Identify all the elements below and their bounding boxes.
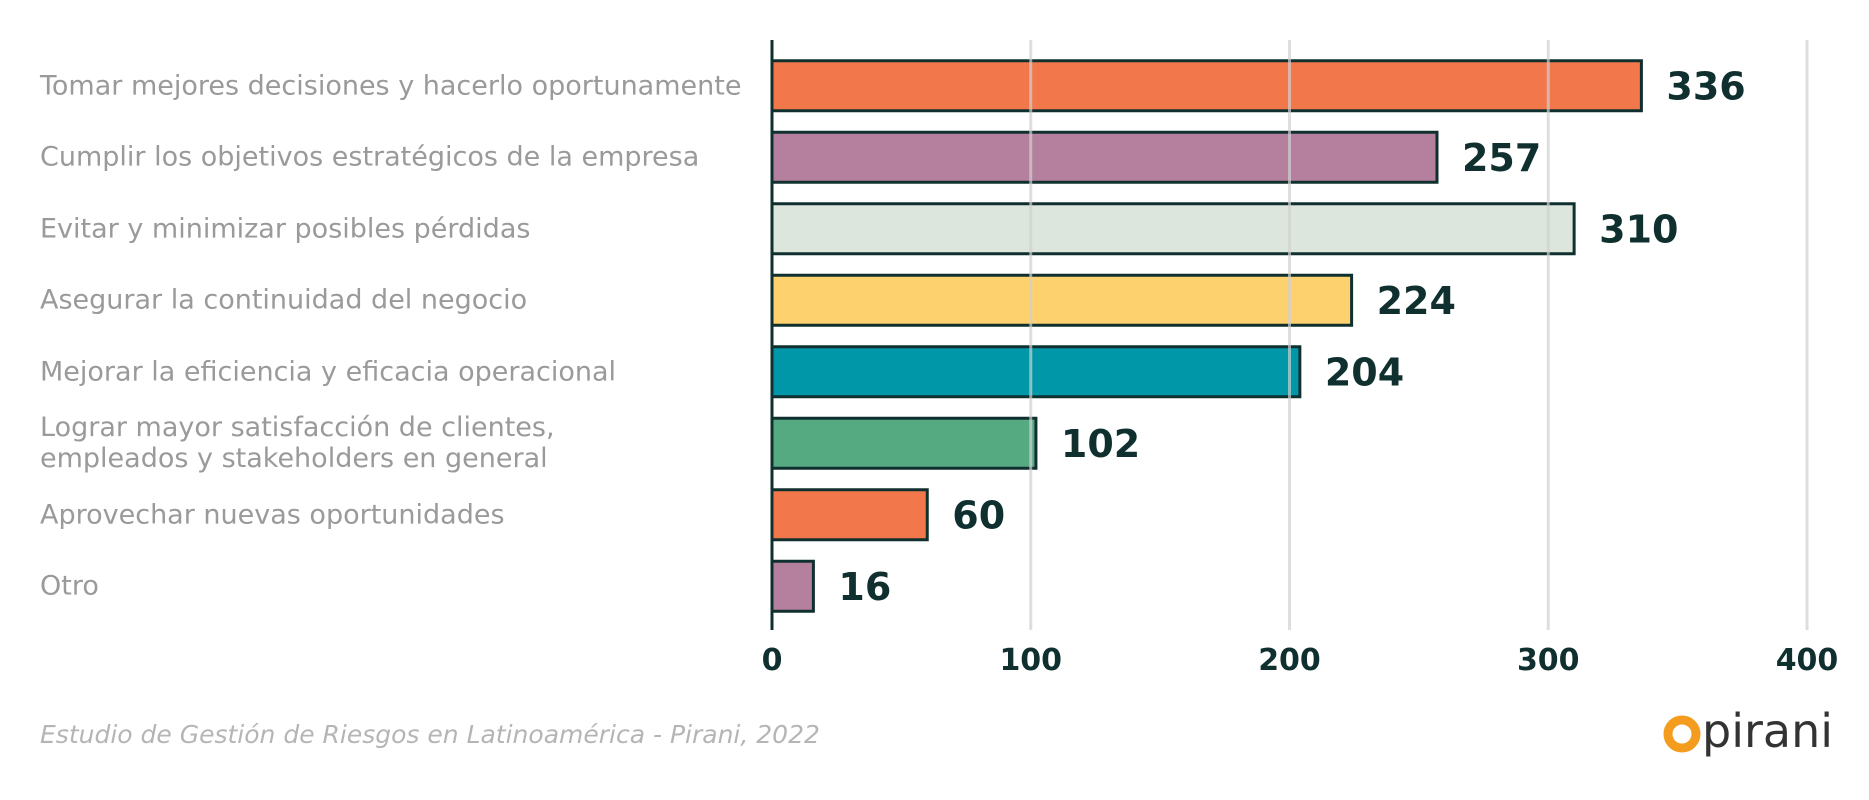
category-label: Mejorar la eficiencia y eficacia operaci…	[40, 356, 617, 388]
bar	[770, 345, 1302, 399]
source: Estudio de Gestión de Riesgos en Latinoa…	[40, 720, 820, 749]
bar	[770, 559, 815, 613]
bar	[770, 202, 1576, 256]
x-tick-label: 300	[1517, 643, 1580, 678]
category-label: Cumplir los objetivos estratégicos de la…	[40, 141, 700, 173]
value-label: 102	[1061, 422, 1140, 466]
category-label: Tomar mejores decisiones y hacerlo oport…	[40, 70, 742, 102]
category-label: Asegurar la continuidad del negocio	[40, 284, 528, 316]
bar	[770, 130, 1439, 184]
bar	[770, 488, 929, 542]
x-tick-label: 400	[1776, 643, 1839, 678]
value-label: 257	[1462, 136, 1541, 180]
value-label: 204	[1325, 350, 1404, 394]
bar	[770, 416, 1038, 470]
bar	[770, 59, 1643, 113]
logo: pirani	[1702, 704, 1833, 758]
category-label: Otro	[40, 570, 99, 602]
value-label: 60	[952, 493, 1005, 537]
x-tick-label: 100	[999, 643, 1062, 678]
value-label: 336	[1666, 64, 1745, 108]
category-label: Evitar y minimizar posibles pérdidas	[40, 213, 531, 245]
logo-icon	[1663, 715, 1701, 753]
bar	[770, 273, 1354, 327]
x-tick-label: 0	[762, 643, 783, 678]
category-label: Aprovechar nuevas oportunidades	[40, 499, 505, 531]
category-label: Lograr mayor satisfacción de clientes, e…	[40, 412, 555, 475]
value-label: 224	[1377, 279, 1456, 323]
value-label: 310	[1599, 207, 1678, 251]
value-label: 16	[838, 565, 891, 609]
x-tick-label: 200	[1258, 643, 1321, 678]
